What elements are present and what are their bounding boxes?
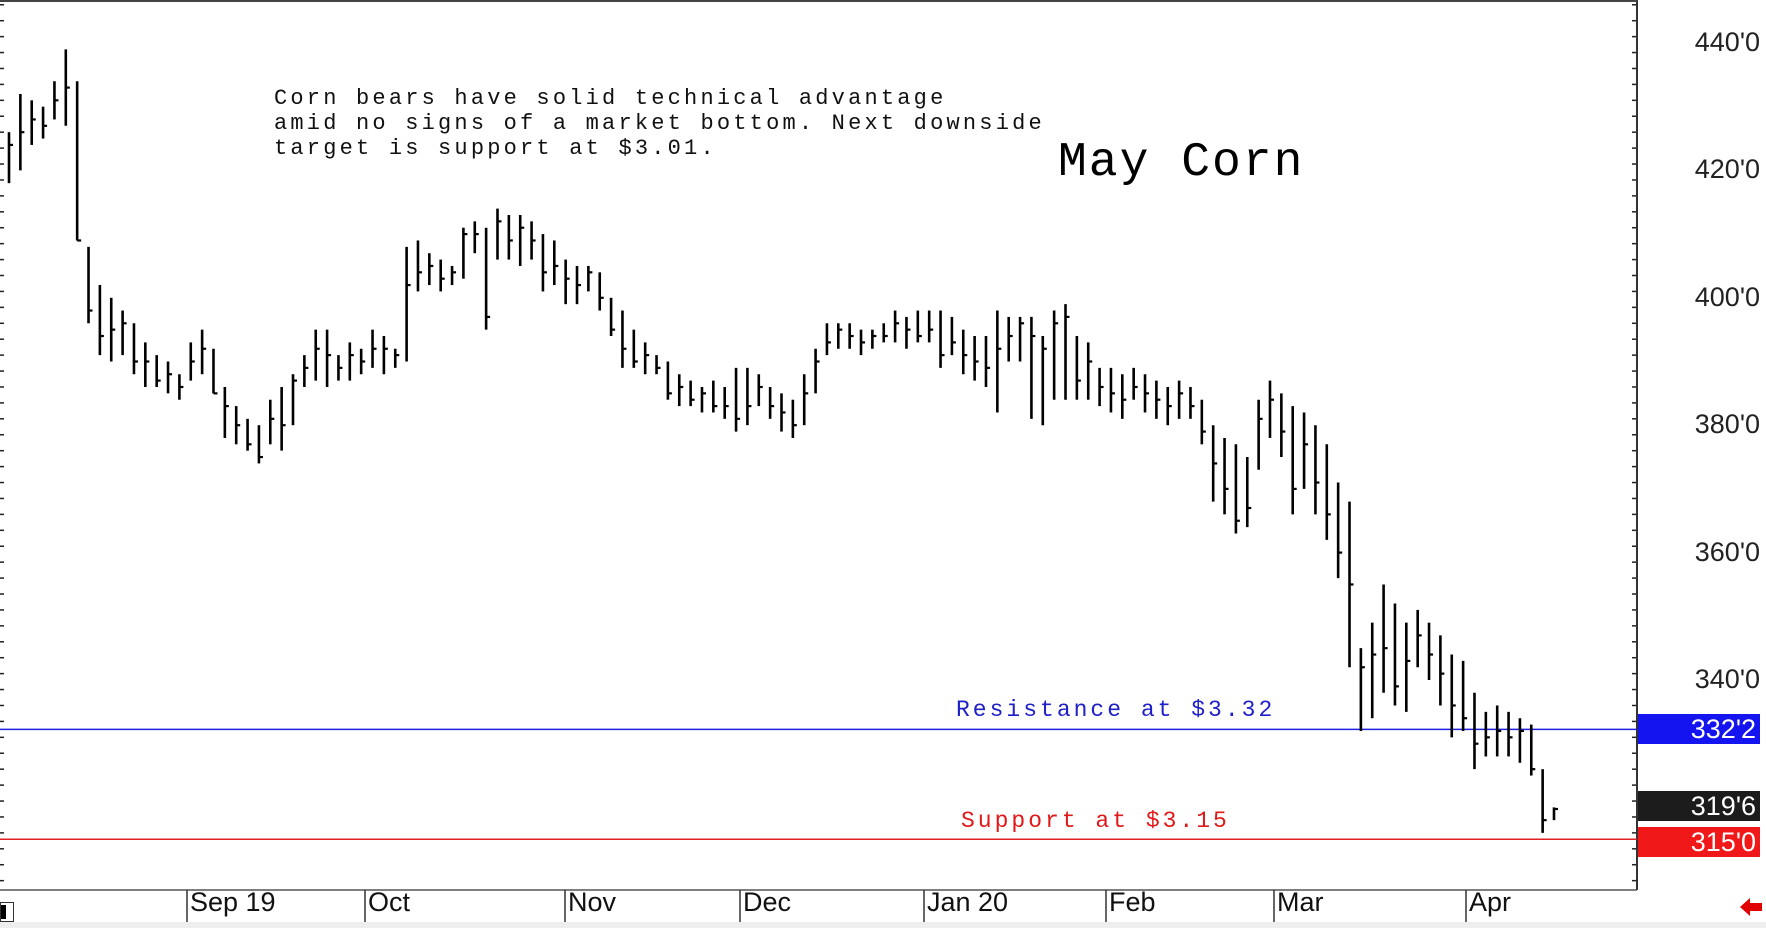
price-marker: 319'6 [1638, 790, 1760, 821]
x-tick-label: Oct [368, 887, 411, 917]
price-marker: 315'0 [1638, 827, 1760, 858]
scroll-handle[interactable] [0, 902, 14, 922]
top-border [0, 0, 1637, 2]
left-axis-ticks [0, 4, 4, 882]
price-marker: 332'2 [1638, 714, 1760, 745]
support-label: Support at $3.15 [961, 808, 1230, 834]
y-tick-label: 420'0 [1694, 154, 1760, 185]
y-tick-label: 440'0 [1694, 27, 1760, 57]
x-axis-ticks [186, 890, 1467, 922]
price-bars [7, 49, 1558, 833]
y-tick-label: 380'0 [1694, 409, 1760, 440]
resistance-label: Resistance at $3.32 [956, 697, 1276, 723]
y-tick-label: 340'0 [1694, 664, 1760, 694]
y-tick-label: 400'0 [1694, 281, 1760, 312]
support-resistance-lines [0, 728, 1637, 840]
x-tick-label: Mar [1277, 887, 1324, 917]
status-strip [0, 922, 1766, 928]
x-tick-label: Apr [1469, 887, 1512, 917]
y-tick-label: 360'0 [1694, 536, 1760, 567]
x-tick-label: Nov [568, 887, 617, 917]
x-tick-label: Dec [743, 887, 792, 917]
left-arrow-icon[interactable] [1740, 897, 1762, 917]
x-tick-label: Jan 20 [927, 887, 1009, 917]
x-tick-label: Sep 19 [190, 887, 276, 917]
x-tick-label: Feb [1109, 887, 1156, 917]
chart-title: May Corn [1058, 136, 1305, 190]
chart-annotation: Corn bears have solid technical advantag… [274, 86, 1045, 161]
